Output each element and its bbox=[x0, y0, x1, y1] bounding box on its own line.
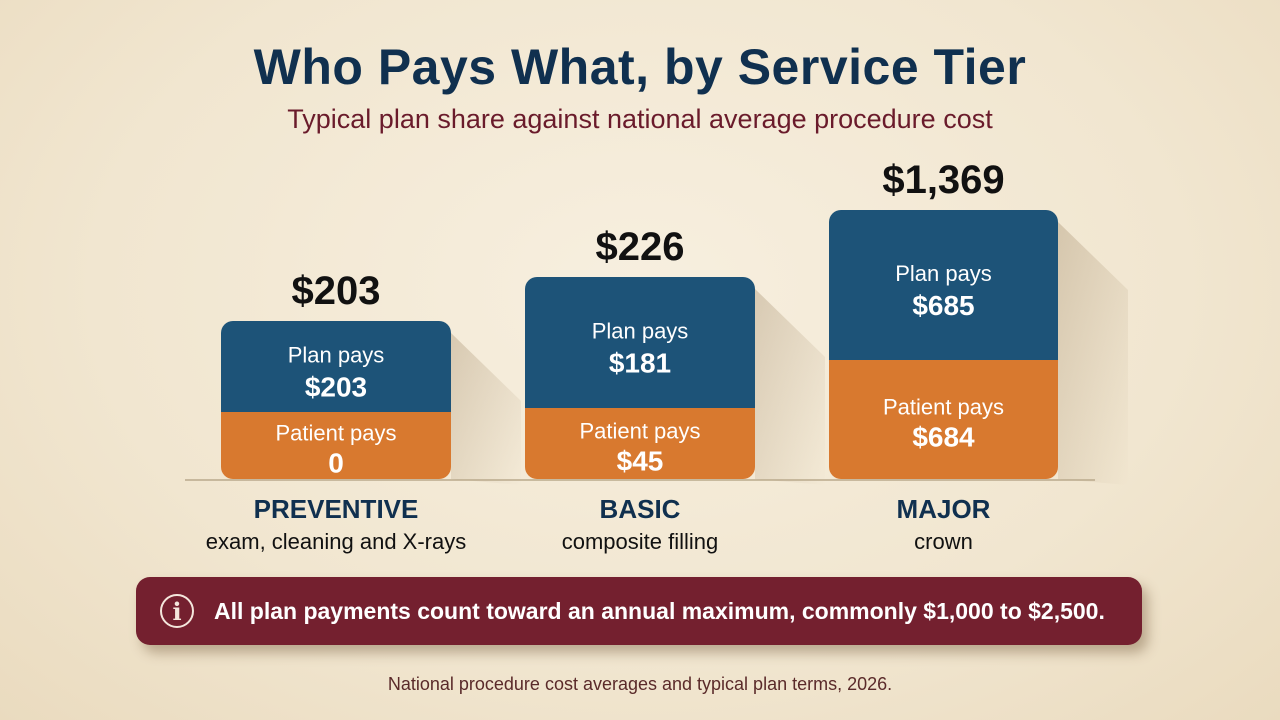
patient-series-label-major: Patient pays bbox=[883, 395, 1004, 420]
bar-segment-patient-basic bbox=[525, 408, 755, 479]
bar-basic bbox=[525, 277, 755, 479]
total-label-major: $1,369 bbox=[882, 158, 1004, 202]
category-description-preventive: exam, cleaning and X-rays bbox=[206, 529, 466, 554]
bar-major bbox=[829, 210, 1058, 479]
category-label-basic: BASIC bbox=[600, 494, 681, 524]
plan-series-label-preventive: Plan pays bbox=[288, 343, 385, 368]
category-label-preventive: PREVENTIVE bbox=[254, 494, 419, 524]
plan-series-label-basic: Plan pays bbox=[592, 319, 689, 344]
patient-value-label-preventive: 0 bbox=[328, 448, 344, 479]
source-note: National procedure cost averages and typ… bbox=[387, 674, 893, 694]
info-icon: i bbox=[160, 594, 194, 628]
category-description-major: crown bbox=[914, 529, 973, 554]
patient-series-label-preventive: Patient pays bbox=[275, 421, 396, 446]
note-text: All plan payments count toward an annual… bbox=[214, 597, 1105, 624]
chart-subtitle: Typical plan share against national aver… bbox=[287, 104, 993, 134]
plan-value-label-basic: $181 bbox=[609, 348, 671, 379]
plan-value-label-preventive: $203 bbox=[305, 372, 367, 403]
patient-series-label-basic: Patient pays bbox=[579, 419, 700, 444]
patient-value-label-major: $684 bbox=[912, 422, 975, 453]
bar-shadow-basic bbox=[755, 289, 825, 485]
bar-segment-plan-major bbox=[829, 210, 1058, 360]
bar-segment-plan-basic bbox=[525, 277, 755, 408]
bar-shadow-major bbox=[1058, 222, 1128, 485]
total-label-basic: $226 bbox=[596, 225, 685, 269]
bar-segment-plan-preventive bbox=[221, 321, 451, 412]
annual-maximum-note: i All plan payments count toward an annu… bbox=[136, 577, 1142, 645]
bar-shadow-preventive bbox=[451, 333, 521, 485]
bar-segment-patient-preventive bbox=[221, 412, 451, 479]
category-description-basic: composite filling bbox=[562, 529, 719, 554]
plan-series-label-major: Plan pays bbox=[895, 261, 992, 286]
bar-preventive bbox=[221, 321, 451, 479]
chart-title: Who Pays What, by Service Tier bbox=[253, 39, 1027, 95]
bar-segment-patient-major bbox=[829, 360, 1058, 479]
patient-value-label-basic: $45 bbox=[617, 446, 664, 477]
plan-value-label-major: $685 bbox=[912, 290, 974, 321]
category-label-major: MAJOR bbox=[897, 494, 991, 524]
total-label-preventive: $203 bbox=[292, 269, 381, 313]
